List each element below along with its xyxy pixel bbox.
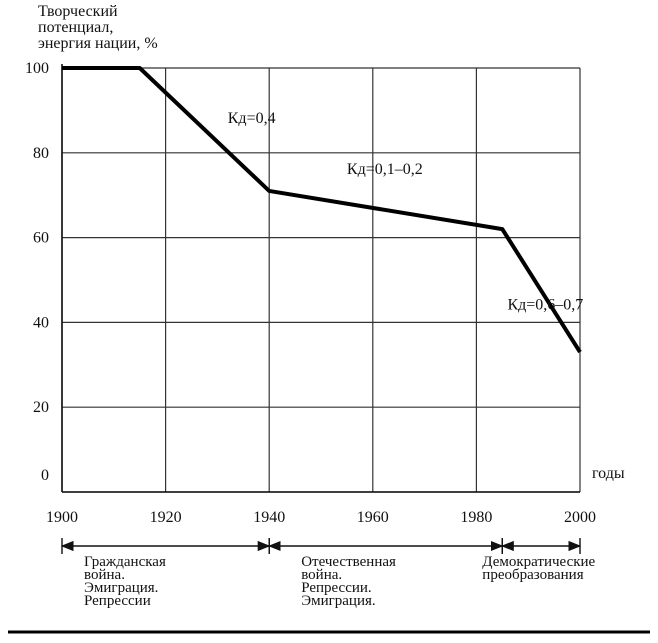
labels: 0 20 40 60 80 100 1900 1920 1940 1960 1980 2000 Твор… xyxy=(25,3,625,526)
y-axis-label: потенциал, xyxy=(38,19,113,36)
y-tick-label: 40 xyxy=(33,314,49,331)
y-tick-label: 60 xyxy=(33,230,49,247)
axes xyxy=(61,64,580,493)
series-layer xyxy=(62,66,582,354)
y-tick-label: 0 xyxy=(41,467,49,484)
x-tick-label: 1940 xyxy=(253,509,285,526)
x-tick-label: 2000 xyxy=(564,509,596,526)
period-label: Гражданская xyxy=(84,554,166,570)
period-label: Репрессии xyxy=(84,593,151,609)
annotation-label: Кд=0,1–0,2 xyxy=(347,161,423,178)
y-tick-label: 80 xyxy=(33,145,49,162)
period-label: Репрессии. xyxy=(301,580,371,596)
period-label: преобразования xyxy=(482,567,583,583)
y-axis-label: энергия нации, % xyxy=(38,35,158,52)
grid xyxy=(61,67,581,493)
series-line xyxy=(62,66,582,354)
x-tick-label: 1960 xyxy=(357,509,389,526)
x-tick-label: 1900 xyxy=(46,509,78,526)
x-axis-label: годы xyxy=(592,465,625,482)
period-label: война. xyxy=(301,567,342,583)
period-label: Отечественная xyxy=(301,554,396,570)
y-tick-label: 100 xyxy=(25,60,49,77)
period-label: Демократические xyxy=(482,554,595,570)
x-tick-label: 1920 xyxy=(150,509,182,526)
period-label: Эмиграция. xyxy=(84,580,158,596)
periods: Гражданскаявойна.Эмиграция.РепрессииОтеч… xyxy=(60,538,596,609)
period-label: война. xyxy=(84,567,125,583)
y-tick-label: 20 xyxy=(33,399,49,416)
annotation-label: Кд=0,6–0,7 xyxy=(507,297,583,314)
period-label: Эмиграция. xyxy=(301,593,375,609)
x-tick-label: 1980 xyxy=(460,509,492,526)
y-axis-label: Творческий xyxy=(38,3,118,20)
annotation-label: Кд=0,4 xyxy=(228,110,276,127)
